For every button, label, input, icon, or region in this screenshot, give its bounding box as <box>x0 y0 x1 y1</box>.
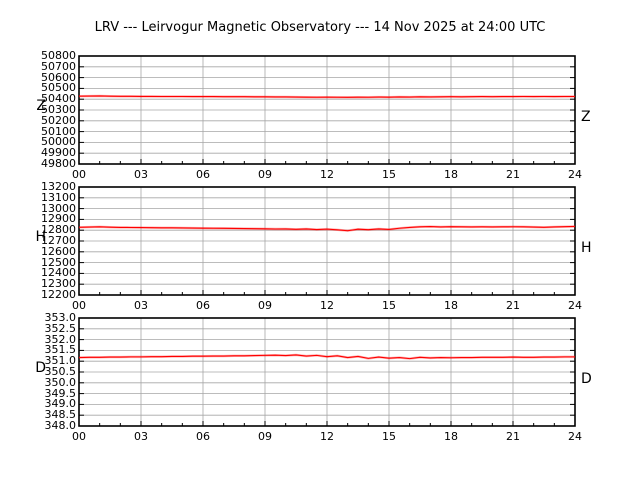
x-tick-label-d: 18 <box>444 430 458 443</box>
y-tick-label-h: 13100 <box>41 190 76 204</box>
x-tick-label-z: 24 <box>568 168 582 181</box>
y-tick-label-d: 351.5 <box>44 343 77 357</box>
trace-d <box>78 354 575 360</box>
x-tick-label-z: 03 <box>134 168 148 181</box>
x-tick-label-h: 03 <box>134 299 148 312</box>
y-tick-label-z: 50200 <box>41 113 76 127</box>
y-tick-label-z: 49900 <box>41 146 76 160</box>
x-tick-label-d: 12 <box>320 430 334 443</box>
y-tick-label-h: 12200 <box>41 288 76 301</box>
component-label-left-z: Z <box>36 98 46 114</box>
y-tick-label-h: 12800 <box>41 223 76 237</box>
x-tick-label-d: 15 <box>382 430 396 443</box>
x-tick-label-h: 21 <box>506 299 520 312</box>
y-tick-label-d: 350.5 <box>44 365 77 378</box>
y-tick-label-d: 349.0 <box>44 397 77 411</box>
figure-title: LRV --- Leirvogur Magnetic Observatory -… <box>94 20 546 35</box>
x-tick-label-h: 24 <box>568 299 582 312</box>
x-tick-label-h: 15 <box>382 299 396 312</box>
y-tick-label-z: 50600 <box>41 70 76 84</box>
x-tick-label-z: 09 <box>258 168 272 181</box>
y-tick-label-h: 12500 <box>41 255 76 269</box>
component-label-right-h: H <box>581 240 592 256</box>
y-tick-label-d: 353.0 <box>44 311 77 324</box>
x-tick-label-h: 06 <box>196 299 210 312</box>
x-tick-label-z: 15 <box>382 168 396 181</box>
y-tick-label-h: 12900 <box>41 212 76 226</box>
y-tick-label-z: 49800 <box>41 157 76 170</box>
panel-border-z <box>78 55 576 165</box>
y-tick-label-z: 50400 <box>41 92 76 106</box>
y-tick-label-z: 50000 <box>41 135 76 149</box>
x-tick-label-d: 21 <box>506 430 520 443</box>
x-tick-label-z: 06 <box>196 168 210 181</box>
y-tick-label-h: 12700 <box>41 234 76 247</box>
trace-z <box>78 95 575 98</box>
y-tick-label-d: 348.0 <box>44 419 77 432</box>
component-label-left-h: H <box>35 229 46 245</box>
y-tick-label-z: 50700 <box>41 59 76 73</box>
x-tick-label-d: 06 <box>196 430 210 443</box>
x-tick-label-d: 09 <box>258 430 272 443</box>
x-tick-label-z: 18 <box>444 168 458 181</box>
y-tick-label-d: 349.5 <box>44 386 77 400</box>
x-tick-label-h: 09 <box>258 299 272 312</box>
component-label-left-d: D <box>35 360 46 376</box>
x-tick-label-h: 18 <box>444 299 458 312</box>
x-tick-label-z: 12 <box>320 168 334 181</box>
x-tick-label-z: 21 <box>506 168 520 181</box>
panel-border-d <box>78 317 576 427</box>
y-tick-label-z: 50100 <box>41 124 76 138</box>
x-tick-label-h: 12 <box>320 299 334 312</box>
y-tick-label-z: 50300 <box>41 103 76 116</box>
y-tick-label-z: 50500 <box>41 81 76 95</box>
panel-border-h <box>78 186 576 296</box>
x-tick-label-d: 00 <box>72 430 86 443</box>
y-tick-label-h: 12600 <box>41 244 76 258</box>
trace-h <box>78 225 576 232</box>
y-tick-label-d: 350.0 <box>44 375 77 389</box>
y-tick-label-d: 348.5 <box>44 408 77 422</box>
y-tick-label-h: 13200 <box>41 180 76 193</box>
component-label-right-z: Z <box>581 109 591 125</box>
y-tick-label-d: 352.5 <box>44 321 77 335</box>
y-tick-label-h: 12300 <box>41 277 76 291</box>
x-tick-label-h: 00 <box>72 299 86 312</box>
x-tick-label-d: 24 <box>568 430 582 443</box>
y-tick-label-d: 351.0 <box>44 354 77 368</box>
y-tick-label-h: 13000 <box>41 201 76 215</box>
y-tick-label-z: 50800 <box>41 49 76 62</box>
y-tick-label-h: 12400 <box>41 266 76 280</box>
x-tick-label-d: 03 <box>134 430 148 443</box>
x-tick-label-z: 00 <box>72 168 86 181</box>
y-tick-label-d: 352.0 <box>44 332 77 346</box>
component-label-right-d: D <box>581 371 592 387</box>
